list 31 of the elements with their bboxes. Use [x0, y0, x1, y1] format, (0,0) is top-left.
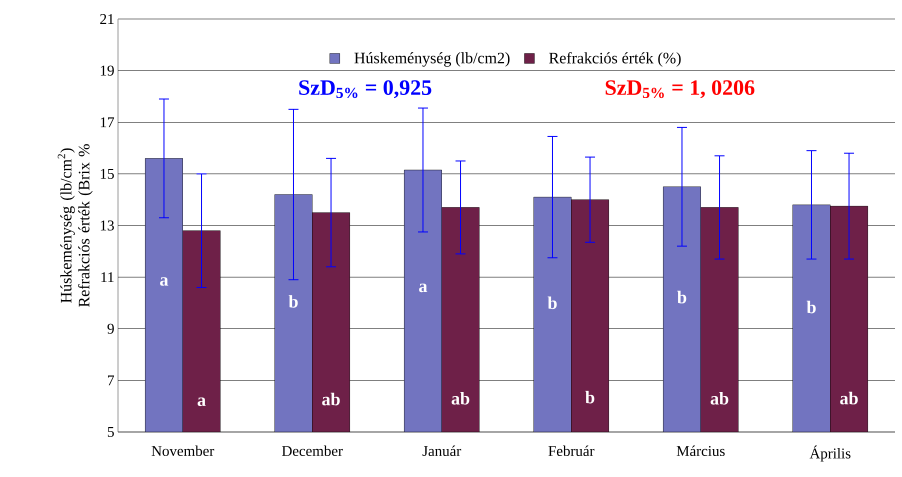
- y-tick-label: 7: [108, 375, 114, 386]
- legend-label: Refrakciós érték (%): [549, 52, 681, 67]
- data-label: a: [160, 277, 168, 286]
- y-tick-label: 15: [100, 168, 114, 179]
- x-tick-label: Március: [676, 446, 725, 456]
- data-label: b: [548, 296, 557, 310]
- y-tick-label: 21: [100, 14, 114, 24]
- x-tick-label: November: [152, 446, 214, 456]
- legend-label: Húskeménység (lb/cm2): [354, 52, 510, 67]
- y-tick-label: 13: [100, 220, 114, 231]
- data-label: b: [677, 290, 686, 304]
- data-label: ab: [322, 392, 340, 406]
- x-tick-label: Január: [422, 446, 462, 456]
- annotation: SzD$_{5%}$ = 1, 0206: [606, 80, 754, 98]
- data-label: b: [806, 300, 816, 314]
- data-label: b: [585, 390, 594, 404]
- annotation: SzD$_{5%}$ = 0,925: [299, 80, 432, 98]
- data-label: a: [198, 397, 206, 406]
- data-label: ab: [452, 392, 470, 405]
- data-label: a: [419, 284, 428, 292]
- x-tick-label: Február: [548, 446, 594, 456]
- data-label: ab: [840, 392, 858, 404]
- y-tick-label: 11: [101, 272, 114, 282]
- x-tick-label: Április: [810, 446, 850, 462]
- y-tick-label: 5: [108, 427, 114, 437]
- y-tick-label: 9: [107, 324, 114, 334]
- y-tick-label: 17: [100, 117, 114, 128]
- data-label: ab: [710, 392, 728, 405]
- x-tick-label: December: [282, 446, 343, 456]
- data-label: b: [288, 295, 298, 308]
- y-tick-label: 19: [100, 66, 114, 76]
